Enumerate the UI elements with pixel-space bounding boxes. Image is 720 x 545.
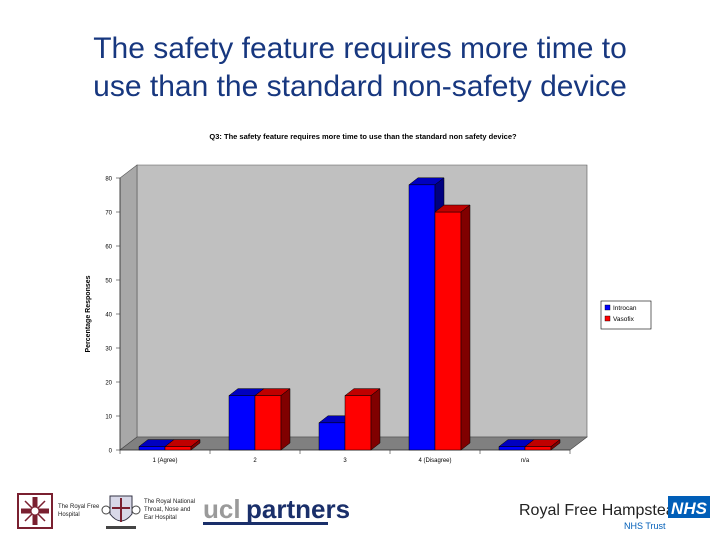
y-axis-label: Percentage Responses — [85, 275, 92, 352]
y-tick-label: 60 — [105, 245, 112, 251]
royal-free-hampstead-label: Royal Free Hampstead — [519, 502, 684, 519]
royal-free-crest-logo — [17, 493, 53, 529]
royal-free-hospital-label-2: Hospital — [58, 512, 80, 518]
plot-side-wall — [119, 164, 138, 451]
x-tick-label: 2 — [253, 458, 257, 464]
footer-logos: The Royal Free Hospital The Royal Nation… — [0, 488, 720, 540]
y-tick-label: 10 — [105, 415, 112, 421]
legend-label-introcan: Introcan — [613, 305, 637, 312]
nhs-trust-label: NHS Trust — [624, 521, 666, 531]
bar-chart: Q3: The safety feature requires more tim… — [85, 132, 652, 464]
bar-introcan-3 — [408, 184, 436, 451]
bar-introcan-4 — [498, 446, 526, 451]
slide-title: The safety feature requires more time to… — [20, 30, 700, 106]
nhs-badge-text: NHS — [671, 499, 708, 518]
royal-free-hospital-label-1: The Royal Free — [58, 504, 100, 510]
y-tick-label: 30 — [105, 347, 112, 353]
bar-side-vasofix-3 — [460, 204, 471, 451]
x-tick-label: 4 (Disagree) — [418, 458, 451, 464]
x-tick-label: n/a — [521, 458, 530, 464]
bar-side-vasofix-1 — [280, 388, 291, 451]
bar-introcan-1 — [228, 395, 256, 451]
bar-vasofix-3 — [434, 211, 462, 451]
rntne-crest-logo — [101, 495, 141, 529]
bar-vasofix-2 — [344, 395, 372, 451]
bar-vasofix-1 — [254, 395, 282, 451]
y-tick-label: 50 — [105, 279, 112, 285]
slide-title-line-2: use than the standard non-safety device — [93, 70, 627, 103]
legend-label-vasofix: Vasofix — [613, 316, 635, 323]
chart-title: Q3: The safety feature requires more tim… — [209, 132, 517, 141]
rntne-label-1: The Royal National — [144, 499, 195, 505]
nhs-badge — [668, 496, 710, 518]
y-tick-label: 0 — [109, 449, 113, 455]
slide-title-line-1: The safety feature requires more time to — [93, 32, 627, 65]
bar-side-vasofix-2 — [370, 388, 381, 451]
uclpartners-logo-ucl: ucl — [203, 494, 241, 524]
uclpartners-underline — [203, 522, 328, 525]
bar-introcan-0 — [138, 446, 166, 451]
y-tick-label: 40 — [105, 313, 112, 319]
uclpartners-logo-partners: partners — [246, 494, 350, 524]
bar-side-vasofix-0 — [190, 439, 201, 451]
y-tick-label: 20 — [105, 381, 112, 387]
bar-vasofix-4 — [524, 446, 552, 451]
y-tick-label: 80 — [105, 177, 112, 183]
y-tick-label: 70 — [105, 211, 112, 217]
legend-swatch-introcan — [604, 304, 611, 311]
bar-introcan-2 — [318, 422, 346, 451]
bar-vasofix-0 — [164, 446, 192, 451]
rntne-label-3: Ear Hospital — [144, 515, 177, 521]
bar-side-vasofix-4 — [550, 439, 561, 451]
footer-logo-strip: The Royal Free Hospital The Royal Nation… — [17, 493, 710, 531]
legend-swatch-vasofix — [604, 315, 611, 322]
x-tick-label: 1 (Agree) — [152, 458, 177, 464]
chart-container: Q3: The safety feature requires more tim… — [78, 125, 678, 480]
rntne-label-2: Throat, Nose and — [144, 507, 190, 513]
x-tick-label: 3 — [343, 458, 347, 464]
